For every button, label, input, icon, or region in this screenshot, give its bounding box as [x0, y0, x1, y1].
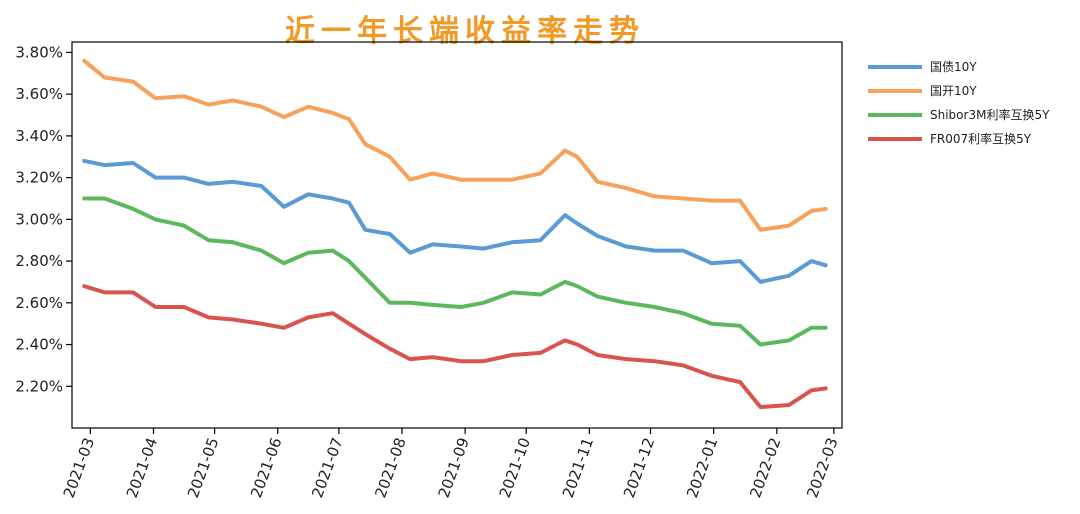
x-tick-label: 2021-07 [308, 435, 346, 500]
x-tick-label: 2021-10 [496, 435, 534, 500]
x-tick-label: 2022-01 [683, 435, 721, 500]
x-tick-label: 2021-04 [123, 435, 161, 500]
series-line-1 [82, 58, 828, 232]
chart-title: 近一年长端收益率走势 [285, 14, 645, 49]
x-tick-label: 2022-02 [746, 435, 784, 500]
series-line-2 [82, 196, 828, 347]
y-tick-label: 3.60% [15, 85, 63, 103]
y-tick-label: 3.40% [15, 127, 63, 145]
x-tick-label: 2021-05 [184, 435, 222, 500]
y-tick-label: 2.80% [15, 252, 63, 270]
x-axis: 2021-03 2021-04 2021-05 2021-06 2021-07 2021-… [60, 428, 842, 500]
y-tick-label: 3.20% [15, 169, 63, 187]
series-line-3 [82, 284, 828, 410]
y-tick-label: 2.60% [15, 294, 63, 312]
x-tick-label: 2022-03 [803, 435, 841, 500]
plot-frame [71, 41, 843, 429]
x-tick-label: 2021-12 [620, 435, 658, 500]
series-line-0 [82, 158, 828, 284]
legend-label: Shibor3M利率互换5Y [930, 107, 1050, 122]
y-axis: 2.20% 2.40% 2.60% 2.80% 3.00% 3.20% 3.40% 3.60%… [15, 43, 72, 395]
y-tick-label: 3.00% [15, 210, 63, 228]
x-tick-label: 2021-09 [435, 435, 473, 500]
legend-label: 国开10Y [930, 84, 977, 98]
x-tick-label: 2021-03 [60, 435, 98, 500]
x-tick-label: 2021-06 [247, 435, 285, 500]
legend-label: FR007利率互换5Y [930, 131, 1032, 146]
x-tick-label: 2021-08 [371, 435, 409, 500]
legend-label: 国债10Y [930, 60, 977, 74]
series-layer [82, 58, 828, 410]
y-tick-label: 2.20% [15, 377, 63, 395]
y-tick-label: 3.80% [15, 43, 63, 61]
x-tick-label: 2021-11 [559, 435, 597, 500]
y-tick-label: 2.40% [15, 336, 63, 354]
legend: 国债10Y 国开10Y Shibor3M利率互换5Y FR007利率互换5Y [868, 60, 1050, 146]
